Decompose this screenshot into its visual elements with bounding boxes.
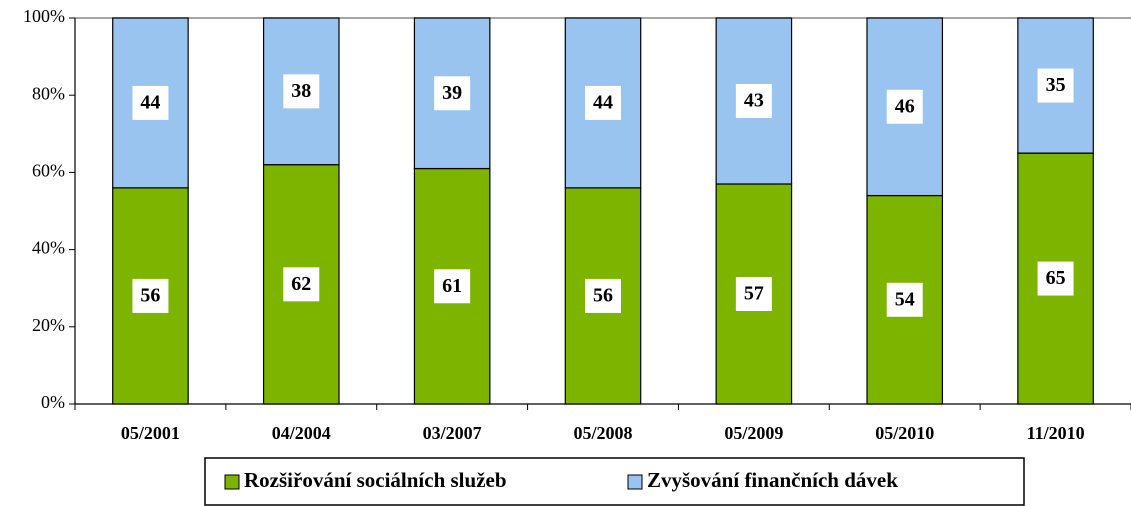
x-tick-label: 05/2009 [724,423,783,443]
data-label-box [735,83,772,118]
data-label-box [283,74,320,109]
data-label: 65 [1046,267,1066,289]
data-label: 57 [744,283,764,305]
data-label-box [1037,68,1074,103]
data-label: 61 [442,275,462,297]
y-tick-label: 80% [32,83,65,103]
x-tick-label: 03/2007 [423,423,482,443]
legend-label: Zvyšování finančních dávek [647,468,898,492]
legend-swatch [224,474,240,490]
data-label-box [132,278,169,313]
data-label: 62 [291,273,311,295]
data-label: 56 [140,285,160,307]
data-label-box [1037,261,1074,296]
data-label: 46 [895,95,915,117]
y-tick-label: 60% [32,161,65,181]
data-label-box [132,85,169,120]
data-label: 39 [442,82,462,104]
data-label: 56 [593,285,613,307]
data-label: 54 [895,288,915,310]
data-label: 38 [291,80,311,102]
x-tick-label: 05/2010 [875,423,934,443]
data-label: 35 [1046,74,1066,96]
data-label: 43 [744,90,764,112]
y-tick-label: 0% [41,392,65,412]
data-label-box [886,282,923,317]
legend-swatch [627,474,643,490]
legend-box [204,457,1025,506]
data-label: 44 [140,92,160,114]
y-tick-label: 20% [32,315,65,335]
data-label-box [585,278,621,313]
data-label-box [434,76,471,111]
data-label-box [434,269,471,304]
data-label-box [283,267,320,302]
y-tick-label: 40% [32,238,65,258]
data-label-box [886,89,923,124]
data-label: 44 [593,92,613,114]
x-tick-label: 04/2004 [272,423,331,443]
x-tick-label: 05/2001 [121,423,180,443]
data-label-box [585,85,621,120]
legend-label: Rozšiřování sociálních služeb [244,468,507,492]
y-tick-label: 100% [23,6,65,26]
data-label-box [735,276,772,311]
x-tick-label: 05/2008 [573,423,632,443]
x-tick-label: 11/2010 [1027,423,1085,443]
